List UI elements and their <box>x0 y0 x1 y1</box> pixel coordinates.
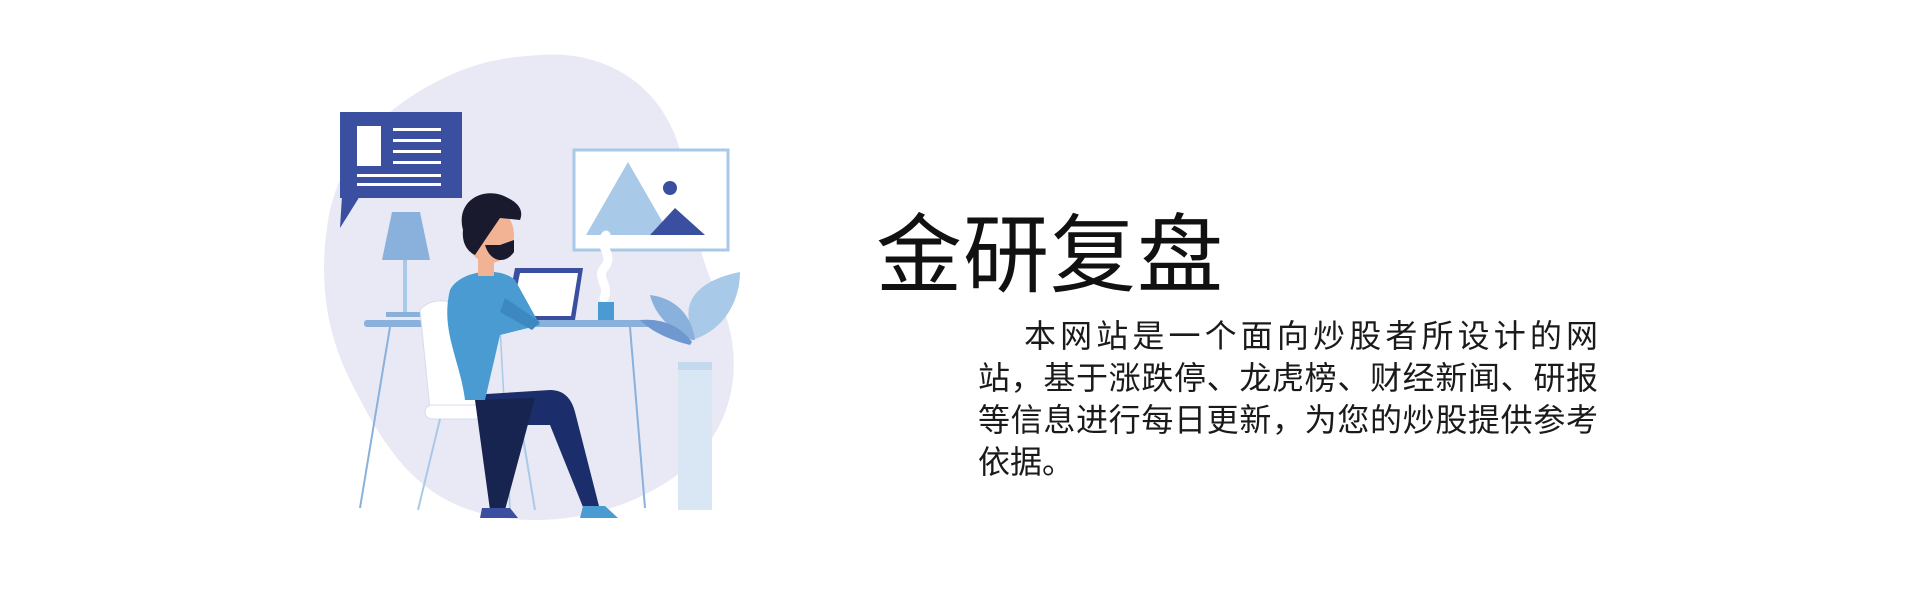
document-bubble-icon <box>340 112 462 228</box>
framed-picture-icon <box>572 148 730 252</box>
person <box>447 193 618 518</box>
desk-lamp-icon <box>382 212 430 317</box>
site-description: 本网站是一个面向炒股者所设计的网站，基于涨跌停、龙虎榜、财经新闻、研报等信息进行… <box>978 317 1598 481</box>
page-title: 金研复盘 <box>876 205 1224 306</box>
potted-plant-icon <box>640 272 740 510</box>
coffee-cup-icon <box>597 230 614 320</box>
person-working-illustration <box>324 54 740 520</box>
